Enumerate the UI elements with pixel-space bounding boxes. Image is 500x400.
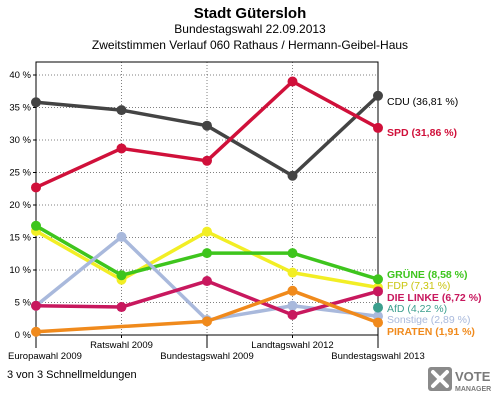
series-end-label: SPD (31,86 %)	[387, 127, 457, 139]
series-point	[202, 316, 212, 327]
series-point	[287, 76, 298, 87]
chart-subtitle: Bundestagswahl 22.09.2013	[174, 22, 326, 36]
y-tick-label: 25 %	[9, 168, 31, 179]
series-point	[116, 270, 127, 281]
series-point	[287, 267, 298, 278]
series-point	[287, 300, 298, 311]
x-tick-label: Ratswahl 2009	[90, 340, 153, 351]
series-end-label: DIE LINKE (6,72 %)	[387, 292, 482, 304]
footer-status: 3 von 3 Schnellmeldungen	[7, 369, 137, 381]
series-end-label: GRÜNE (8,58 %)	[387, 268, 468, 281]
vote-manager-logo: VOTE MANAGER	[428, 367, 491, 393]
plot-area	[35, 61, 379, 336]
series-end-label: FDP (7,31 %)	[387, 280, 450, 292]
x-tick-label: Bundestagswahl 2009	[160, 351, 254, 362]
y-tick-label: 5 %	[15, 298, 32, 309]
series-point	[373, 317, 383, 328]
series-point	[373, 274, 383, 285]
logo-text-manager: MANAGER	[455, 386, 491, 393]
y-tick-label: 0 %	[15, 330, 32, 341]
y-tick-label: 40 %	[9, 70, 31, 81]
series-point	[202, 120, 212, 131]
chart-subtitle-2: Zweitstimmen Verlauf 060 Rathaus / Herma…	[91, 38, 409, 52]
series-point	[373, 286, 383, 297]
series-end-label: Sonstige (2,89 %)	[387, 314, 470, 326]
series-point	[287, 170, 298, 181]
series-point	[373, 302, 383, 313]
y-tick-label: 20 %	[9, 200, 31, 211]
series-point	[31, 182, 41, 193]
series-point	[116, 231, 127, 242]
series-point	[287, 248, 298, 259]
series-point	[116, 105, 127, 116]
x-tick-label: Landtagswahl 2012	[251, 340, 333, 351]
series-point	[31, 300, 41, 311]
series-point	[202, 155, 212, 166]
logo-cross-icon	[431, 370, 449, 388]
series-point	[116, 302, 127, 313]
x-tick-label: Europawahl 2009	[8, 351, 82, 362]
x-tick-label: Bundestagswahl 2013	[331, 351, 425, 362]
series-point	[31, 220, 41, 231]
y-tick-label: 35 %	[9, 103, 31, 114]
series-end-label: AfD (4,22 %)	[387, 303, 447, 315]
series-end-label: PIRATEN (1,91 %)	[387, 326, 475, 338]
series-point	[373, 122, 383, 133]
series-point	[31, 326, 41, 337]
series-point	[287, 285, 298, 296]
series-end-label: CDU (36,81 %)	[387, 96, 458, 108]
series-point	[202, 276, 212, 287]
chart-title: Stadt Gütersloh	[193, 5, 307, 22]
series-line	[35, 289, 379, 334]
series-point	[287, 309, 298, 320]
series-point	[116, 143, 127, 154]
y-tick-label: 30 %	[9, 135, 31, 146]
y-tick-label: 15 %	[9, 233, 31, 244]
series-point	[202, 226, 212, 237]
series-point	[373, 90, 383, 101]
logo-text-vote: VOTE	[455, 369, 491, 384]
series-point	[31, 97, 41, 108]
y-tick-label: 10 %	[9, 265, 31, 276]
series-point	[202, 248, 212, 259]
